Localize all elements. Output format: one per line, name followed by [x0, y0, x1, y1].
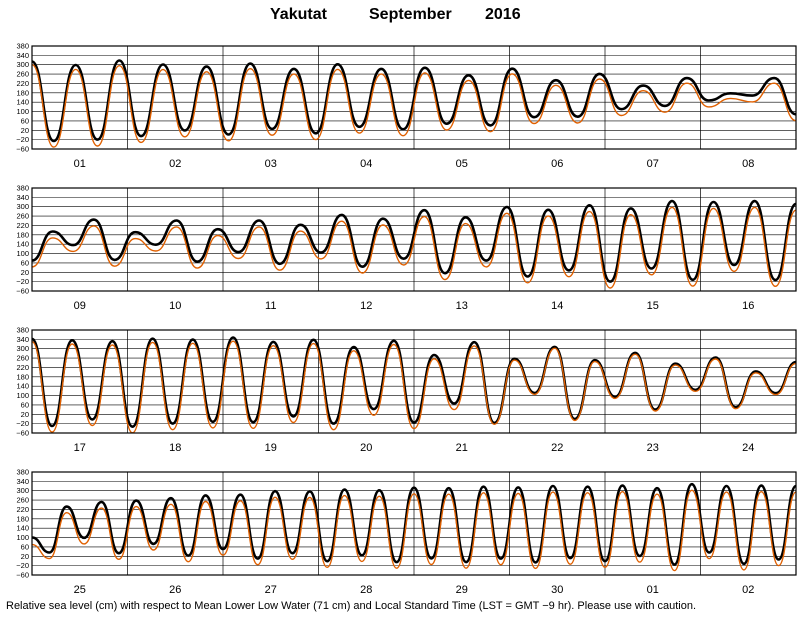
- x-tick-label: 02: [742, 584, 754, 596]
- y-tick-label: 260: [16, 212, 29, 221]
- y-tick-label: 140: [16, 98, 29, 107]
- y-tick-label: 180: [16, 230, 29, 239]
- y-tick-label: 260: [16, 496, 29, 505]
- plot-frame: [31, 187, 797, 292]
- x-tick-label: 07: [647, 158, 659, 170]
- y-tick-label: 260: [16, 70, 29, 79]
- y-tick-label: −60: [16, 571, 29, 580]
- y-tick-label: 20: [21, 126, 29, 135]
- x-tick-label: 14: [551, 300, 563, 312]
- x-tick-label: 21: [456, 442, 468, 454]
- x-tick-label: 20: [360, 442, 372, 454]
- y-tick-label: 100: [16, 533, 29, 542]
- y-tick-label: −20: [16, 135, 29, 144]
- x-tick-label: 09: [74, 300, 86, 312]
- y-tick-label: 20: [21, 268, 29, 277]
- y-tick-label: 60: [21, 258, 29, 267]
- y-tick-label: 60: [21, 116, 29, 125]
- x-tick-label: 22: [551, 442, 563, 454]
- y-tick-label: 300: [16, 202, 29, 211]
- x-tick-label: 23: [647, 442, 659, 454]
- plot-frame: [31, 45, 797, 150]
- chart-title: Yakutat September 2016: [0, 6, 800, 28]
- plot-frame: [31, 329, 797, 434]
- y-tick-label: 300: [16, 344, 29, 353]
- y-tick-label: 300: [16, 486, 29, 495]
- y-tick-label: −60: [16, 429, 29, 438]
- x-tick-label: 28: [360, 584, 372, 596]
- y-tick-label: 340: [16, 193, 29, 202]
- y-tick-label: 140: [16, 524, 29, 533]
- y-tick-label: 220: [16, 221, 29, 230]
- observed-curve: [31, 482, 798, 566]
- y-tick-label: 220: [16, 363, 29, 372]
- x-tick-label: 05: [456, 158, 468, 170]
- x-tick-label: 29: [456, 584, 468, 596]
- y-tick-label: 100: [16, 249, 29, 258]
- x-tick-label: 11: [265, 300, 276, 312]
- y-tick-label: 260: [16, 354, 29, 363]
- y-tick-label: 140: [16, 240, 29, 249]
- observed-curve: [31, 199, 798, 283]
- y-tick-label: 380: [16, 184, 29, 193]
- y-tick-label: 60: [21, 400, 29, 409]
- chart-footnote: Relative sea level (cm) with respect to …: [6, 600, 697, 612]
- y-tick-label: 180: [16, 88, 29, 97]
- plot-frame: [31, 471, 797, 576]
- x-tick-label: 15: [647, 300, 659, 312]
- y-tick-label: 380: [16, 326, 29, 335]
- x-tick-label: 08: [742, 158, 754, 170]
- y-tick-label: 340: [16, 477, 29, 486]
- x-tick-label: 10: [169, 300, 181, 312]
- title-year: 2016: [485, 6, 521, 23]
- y-tick-label: 220: [16, 505, 29, 514]
- y-tick-label: 60: [21, 542, 29, 551]
- y-tick-label: 20: [21, 410, 29, 419]
- x-tick-label: 27: [265, 584, 277, 596]
- y-tick-label: 380: [16, 42, 29, 51]
- x-tick-label: 19: [265, 442, 277, 454]
- x-tick-label: 25: [74, 584, 86, 596]
- y-tick-label: 220: [16, 79, 29, 88]
- y-tick-label: 140: [16, 382, 29, 391]
- x-tick-label: 01: [647, 584, 659, 596]
- x-tick-label: 12: [360, 300, 372, 312]
- predicted-curve: [31, 340, 797, 434]
- x-tick-label: 16: [742, 300, 754, 312]
- x-tick-label: 04: [360, 158, 372, 170]
- x-tick-label: 02: [169, 158, 181, 170]
- station-name: Yakutat: [270, 6, 327, 23]
- y-tick-label: −20: [16, 277, 29, 286]
- x-tick-label: 18: [169, 442, 181, 454]
- x-tick-label: 26: [169, 584, 181, 596]
- y-tick-label: 340: [16, 335, 29, 344]
- y-tick-label: −60: [16, 145, 29, 154]
- x-tick-label: 01: [74, 158, 86, 170]
- y-tick-label: 100: [16, 107, 29, 116]
- y-tick-label: 20: [21, 552, 29, 561]
- y-tick-label: 340: [16, 51, 29, 60]
- x-tick-label: 30: [551, 584, 563, 596]
- y-tick-label: −20: [16, 561, 29, 570]
- y-tick-label: 300: [16, 60, 29, 69]
- y-tick-label: 180: [16, 514, 29, 523]
- title-month: September: [369, 6, 452, 23]
- y-tick-label: −60: [16, 287, 29, 296]
- y-tick-label: 180: [16, 372, 29, 381]
- y-tick-label: 100: [16, 391, 29, 400]
- x-tick-label: 03: [265, 158, 277, 170]
- y-tick-label: −20: [16, 419, 29, 428]
- x-tick-label: 06: [551, 158, 563, 170]
- x-tick-label: 24: [742, 442, 754, 454]
- predicted-curve: [31, 206, 797, 289]
- y-tick-label: 380: [16, 468, 29, 477]
- predicted-curve: [31, 489, 797, 572]
- x-tick-label: 13: [456, 300, 468, 312]
- predicted-curve: [31, 64, 797, 148]
- x-tick-label: 17: [74, 442, 86, 454]
- observed-curve: [31, 59, 797, 143]
